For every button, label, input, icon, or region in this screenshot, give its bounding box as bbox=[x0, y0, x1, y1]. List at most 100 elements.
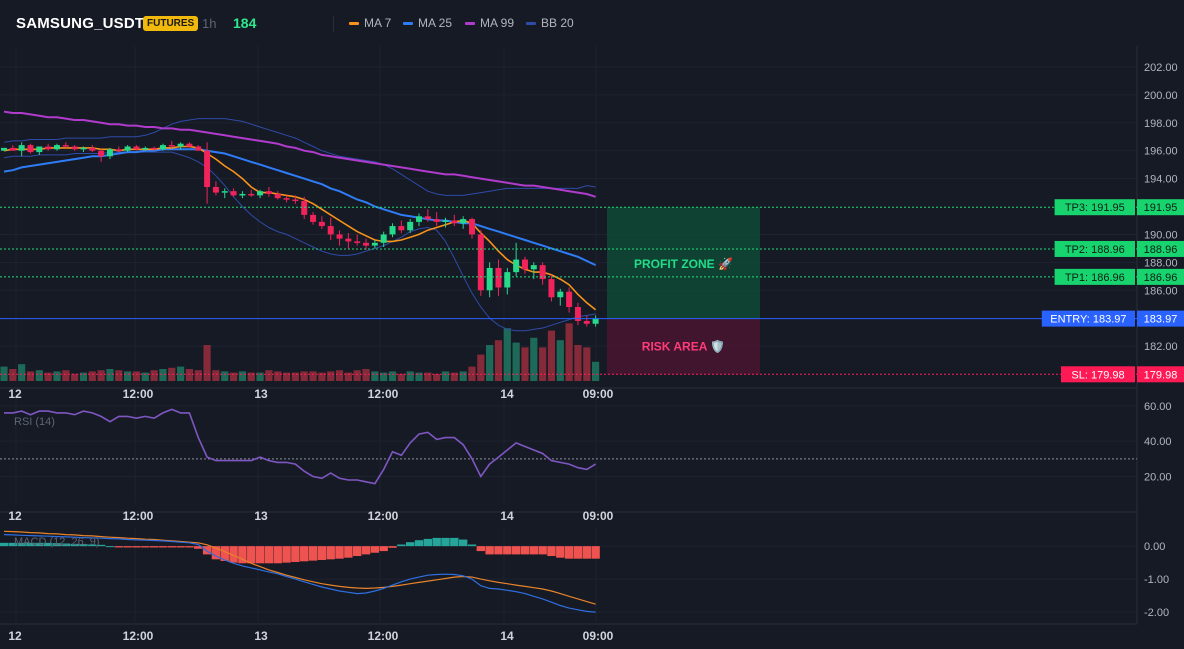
tp2-axis-value: 188.96 bbox=[1144, 244, 1178, 256]
candle-body[interactable] bbox=[9, 147, 16, 151]
candle-body[interactable] bbox=[416, 216, 423, 222]
candle-body[interactable] bbox=[177, 143, 184, 147]
candle-body[interactable] bbox=[389, 226, 396, 235]
candle-body[interactable] bbox=[292, 199, 299, 202]
tp2-tag[interactable] bbox=[1054, 240, 1135, 257]
candle-body[interactable] bbox=[345, 238, 352, 242]
candle-body[interactable] bbox=[468, 219, 475, 235]
legend-ma25[interactable]: MA 25 bbox=[403, 16, 452, 30]
candle-body[interactable] bbox=[168, 145, 175, 147]
candle-body[interactable] bbox=[310, 214, 317, 222]
candle-body[interactable] bbox=[142, 147, 149, 150]
legend-bb20[interactable]: BB 20 bbox=[526, 16, 574, 30]
candle-body[interactable] bbox=[274, 193, 281, 199]
candle-body[interactable] bbox=[151, 147, 158, 150]
candle-body[interactable] bbox=[363, 242, 370, 246]
candle-body[interactable] bbox=[283, 198, 290, 200]
tp3-tag-label: TP3: 191.95 bbox=[1065, 202, 1125, 214]
price-tick-3: 196.00 bbox=[1144, 146, 1178, 158]
candle-body[interactable] bbox=[89, 147, 96, 151]
tp3-tag[interactable] bbox=[1054, 199, 1135, 216]
candle-body[interactable] bbox=[442, 220, 449, 222]
volume-bar bbox=[592, 361, 600, 381]
symbol-name[interactable]: SAMSUNG_USDT bbox=[16, 15, 145, 32]
volume-bar bbox=[583, 347, 591, 381]
candle-body[interactable] bbox=[1, 147, 7, 151]
candle-body[interactable] bbox=[124, 146, 131, 151]
candle-body[interactable] bbox=[115, 149, 122, 151]
candle-body[interactable] bbox=[327, 226, 334, 235]
candle-body[interactable] bbox=[159, 145, 166, 150]
volume-bar bbox=[97, 370, 105, 381]
chart-header: SAMSUNG_USDT FUTURES 1h 184 MA 7 MA 25 M… bbox=[0, 0, 1184, 46]
candle-body[interactable] bbox=[495, 267, 502, 288]
candle-body[interactable] bbox=[133, 146, 140, 150]
candle-body[interactable] bbox=[265, 191, 272, 194]
candle-body[interactable] bbox=[248, 193, 255, 196]
candle-body[interactable] bbox=[45, 146, 52, 150]
time-label-price-2: 13 bbox=[254, 387, 268, 401]
macd-hist-bar bbox=[264, 546, 274, 564]
candle-body[interactable] bbox=[530, 265, 537, 270]
candle-body[interactable] bbox=[557, 291, 564, 298]
candle-body[interactable] bbox=[371, 242, 378, 246]
volume-bar bbox=[194, 370, 202, 381]
candle-body[interactable] bbox=[566, 291, 573, 308]
candle-body[interactable] bbox=[301, 200, 308, 215]
candle-body[interactable] bbox=[354, 241, 361, 243]
candle-body[interactable] bbox=[451, 220, 458, 224]
candle-body[interactable] bbox=[539, 265, 546, 280]
candle-body[interactable] bbox=[398, 226, 405, 231]
candle-body[interactable] bbox=[583, 320, 590, 324]
legend-ma7[interactable]: MA 7 bbox=[349, 16, 391, 30]
candle-body[interactable] bbox=[380, 234, 387, 243]
sl-tag-label: SL: 179.98 bbox=[1071, 369, 1124, 381]
tp1-tag[interactable] bbox=[1054, 268, 1135, 285]
candle-body[interactable] bbox=[80, 147, 87, 150]
timeframe-label[interactable]: 1h bbox=[202, 16, 217, 31]
candle-body[interactable] bbox=[548, 279, 555, 298]
time-label-price-0: 12 bbox=[8, 387, 22, 401]
legend-ma99[interactable]: MA 99 bbox=[465, 16, 514, 30]
candle-body[interactable] bbox=[592, 318, 599, 324]
volume-bar bbox=[388, 371, 397, 381]
macd-hist-bar bbox=[105, 546, 115, 548]
sl-tag[interactable] bbox=[1061, 366, 1135, 383]
candle-body[interactable] bbox=[195, 146, 202, 151]
candle-body[interactable] bbox=[513, 259, 520, 273]
candle-body[interactable] bbox=[18, 145, 25, 151]
candle-body[interactable] bbox=[433, 219, 440, 222]
candle-body[interactable] bbox=[486, 267, 493, 291]
bb-upper-line bbox=[3, 118, 596, 196]
candle-body[interactable] bbox=[221, 191, 228, 193]
last-value: 184 bbox=[233, 15, 257, 31]
candle-body[interactable] bbox=[27, 145, 34, 153]
candle-body[interactable] bbox=[239, 193, 246, 196]
entry-tag[interactable] bbox=[1041, 310, 1135, 327]
candle-body[interactable] bbox=[53, 145, 60, 150]
candle-body[interactable] bbox=[98, 150, 105, 157]
candle-body[interactable] bbox=[574, 307, 581, 321]
candle-body[interactable] bbox=[186, 143, 193, 147]
macd-hist-bar bbox=[397, 544, 406, 547]
candle-body[interactable] bbox=[257, 191, 264, 196]
candle-body[interactable] bbox=[336, 234, 343, 239]
candle-body[interactable] bbox=[62, 145, 69, 147]
candle-body[interactable] bbox=[71, 146, 78, 150]
candle-body[interactable] bbox=[407, 221, 414, 231]
candle-body[interactable] bbox=[204, 150, 211, 187]
macd-signal-line bbox=[3, 530, 596, 605]
candle-body[interactable] bbox=[212, 186, 219, 193]
candle-body[interactable] bbox=[504, 272, 511, 288]
candle-body[interactable] bbox=[477, 234, 484, 291]
candle-body[interactable] bbox=[106, 149, 113, 157]
candle-body[interactable] bbox=[230, 191, 237, 196]
candle-body[interactable] bbox=[424, 216, 431, 220]
tp3-axis-tag bbox=[1137, 199, 1184, 216]
candle-body[interactable] bbox=[36, 146, 43, 153]
candle-body[interactable] bbox=[460, 219, 467, 224]
time-label-price-4: 14 bbox=[500, 387, 514, 401]
candle-body[interactable] bbox=[318, 221, 325, 227]
candle-body[interactable] bbox=[521, 259, 528, 270]
